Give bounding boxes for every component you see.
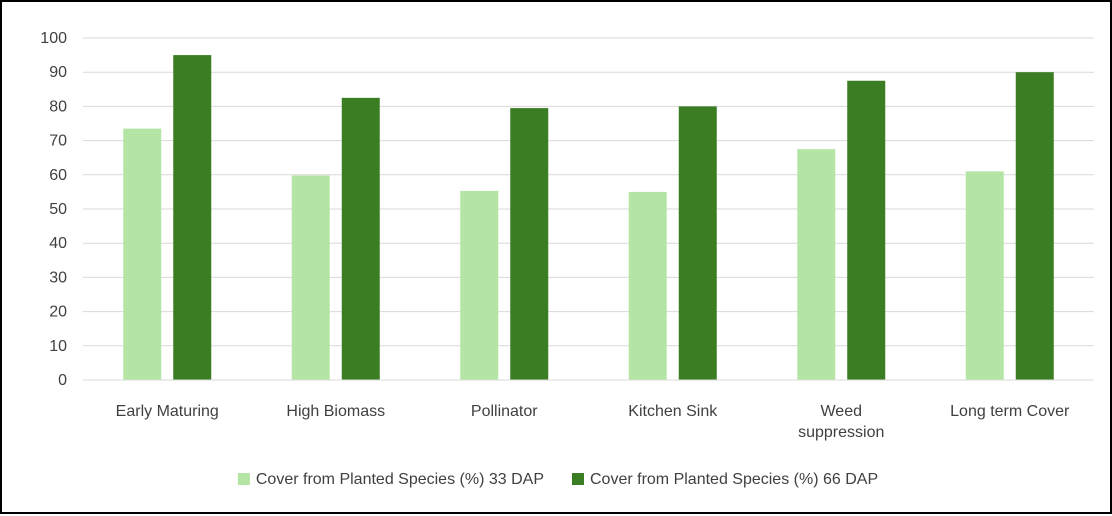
y-tick-label: 40 — [49, 235, 67, 252]
bar-series-1 — [628, 191, 667, 380]
y-tick-label: 0 — [58, 372, 67, 389]
bar-series-2 — [341, 97, 380, 380]
x-category-label: Weed — [820, 403, 862, 420]
x-category-label: suppression — [798, 424, 884, 441]
y-tick-label: 80 — [49, 98, 67, 115]
bars — [123, 55, 1054, 381]
legend-swatch — [237, 473, 250, 485]
bar-series-1 — [965, 171, 1004, 380]
y-tick-label: 60 — [49, 167, 67, 184]
y-tick-label: 50 — [49, 201, 67, 218]
x-category-label: Pollinator — [471, 403, 538, 420]
y-tick-label: 20 — [49, 304, 67, 321]
bar-series-2 — [1015, 72, 1054, 380]
legend: Cover from Planted Species (%) 33 DAP Cov… — [237, 471, 878, 488]
gridlines — [83, 37, 1094, 347]
bar-series-2 — [173, 55, 212, 380]
y-tick-label: 100 — [40, 30, 67, 47]
bar-series-2 — [510, 108, 549, 381]
bar-series-1 — [460, 190, 499, 380]
bar-series-1 — [123, 128, 162, 380]
y-tick-label: 10 — [49, 338, 67, 355]
bar-series-1 — [797, 149, 836, 380]
bar-series-1 — [291, 175, 330, 380]
x-category-label: Kitchen Sink — [628, 403, 718, 420]
y-tick-label: 90 — [49, 64, 67, 81]
y-tick-label: 30 — [49, 269, 67, 286]
legend-label: Cover from Planted Species (%) 33 DAP — [256, 471, 544, 488]
x-category-label: Long term Cover — [950, 403, 1070, 420]
bar-series-2 — [847, 80, 886, 380]
legend-swatch — [572, 473, 584, 485]
y-tick-label: 70 — [49, 133, 67, 150]
x-category-label: Early Maturing — [116, 403, 219, 420]
x-category-label: High Biomass — [286, 403, 385, 420]
legend-label: Cover from Planted Species (%) 66 DAP — [590, 471, 878, 488]
bar-series-2 — [678, 106, 717, 381]
